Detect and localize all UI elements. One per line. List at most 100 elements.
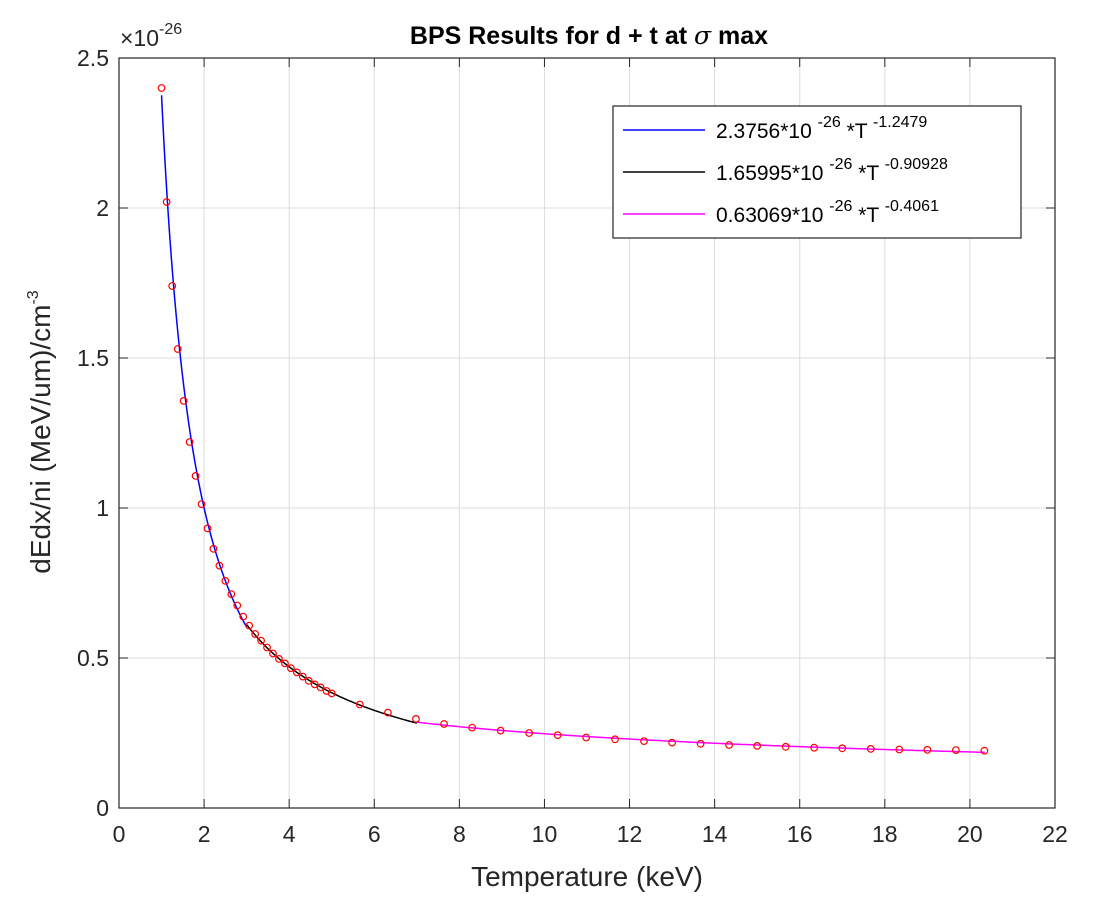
data-point [245,621,254,630]
y-tick-label: 0.5 [77,645,109,671]
x-tick-label: 6 [368,821,381,847]
data-point [179,397,188,405]
data-point [355,700,364,709]
data-point [753,742,762,750]
data-point [980,746,989,755]
data-point [668,738,676,747]
chart-title-suffix: max [718,22,768,50]
data-point [310,680,319,689]
legend-label-sup: -0.90928 [885,156,948,173]
data-point [168,282,177,290]
fit-curves [160,95,985,754]
chart-title-sigma: σ [694,21,712,50]
data-point [316,683,325,692]
legend-label-part: 1.65995*10 [716,162,829,185]
data-point [162,198,171,206]
y-tick-label: 2.5 [77,45,109,71]
data-point [496,726,505,735]
data-point [582,733,591,742]
y-multiplier-base: ×10 [120,25,159,51]
y-tick-label: 0 [96,795,109,821]
legend-entry: 2.3756*10 -26 *T -1.2479 [623,114,927,143]
data-point [304,676,313,685]
data-point [327,689,336,698]
y-tick-label: 1 [96,495,109,521]
data-point [895,745,904,754]
data-point [227,590,236,598]
x-tick-label: 12 [617,821,643,847]
legend-label-part: *T [841,120,873,143]
fit-curve-2 [246,624,418,724]
data-point [611,735,619,744]
data-point [209,544,218,553]
legend-label-part: *T [852,204,884,227]
y-axis-label: dEdx/ni (MeV/um)/cm-3 [25,290,56,574]
data-point [440,720,448,728]
legend-label-part: 2.3756*10 [716,120,818,143]
data-point [553,731,562,739]
data-point [221,577,230,585]
x-tick-label: 18 [872,821,898,847]
legend-label-sup: -26 [829,156,852,173]
legend-label: 0.63069*10 -26 *T -0.4061 [716,198,939,227]
y-axis-label-exponent: -3 [25,290,42,304]
legend-label-part: *T [852,162,884,185]
data-point [173,345,182,353]
y-axis-multiplier: ×10-26 [120,21,182,51]
data-points [157,84,989,755]
data-point [292,668,301,677]
data-point [286,664,295,673]
data-point [383,708,392,717]
x-tick-label: 22 [1042,821,1068,847]
legend-label-sup: -26 [818,114,841,131]
data-point [696,739,705,748]
y-tick-label: 1.5 [77,345,109,371]
data-point [866,745,875,753]
y-axis-label-text: dEdx/ni (MeV/um)/cm [25,305,56,574]
data-point [412,715,420,723]
x-axis-ticks: 0 2 4 6 8 10 12 14 16 18 20 22 [113,58,1068,847]
data-point [203,524,212,533]
x-tick-label: 10 [532,821,558,847]
data-point [725,741,734,749]
data-point [838,744,847,753]
data-point [951,746,960,754]
y-tick-label: 2 [96,195,109,221]
data-point [640,737,648,745]
data-point [269,649,277,658]
legend-label: 1.65995*10 -26 *T -0.90928 [716,156,948,185]
data-point [275,655,283,663]
legend-label-sup: -1.2479 [873,114,927,131]
x-tick-label: 2 [198,821,211,847]
axes-box [118,57,1056,809]
legend-label-sup: -26 [829,198,852,215]
data-point [781,742,790,751]
x-tick-label: 16 [787,821,813,847]
data-point [257,636,266,645]
data-point [239,612,248,621]
legend-label-sup: -0.4061 [885,198,939,215]
fit-curve-3 [416,721,985,754]
data-point [157,84,166,92]
legend-entry: 0.63069*10 -26 *T -0.4061 [623,198,939,227]
data-point [233,601,242,610]
data-point [525,729,534,737]
data-point [263,643,271,652]
x-tick-label: 20 [957,821,983,847]
x-tick-label: 0 [113,821,126,847]
legend-label-part: 0.63069*10 [716,204,829,227]
x-tick-label: 14 [702,821,728,847]
data-point [191,472,200,480]
data-point [197,500,206,509]
data-point [923,745,932,754]
data-point [251,630,260,638]
data-point [281,659,289,668]
legend: 2.3756*10 -26 *T -1.2479 1.65995*10 -26 … [612,105,1022,239]
data-point [468,723,477,732]
y-multiplier-exponent: -26 [159,21,182,38]
x-tick-label: 8 [453,821,466,847]
legend-label: 2.3756*10 -26 *T -1.2479 [716,114,927,143]
x-tick-label: 4 [283,821,296,847]
y-axis-ticks: 0 0.5 1 1.5 2 2.5 [77,45,1055,821]
